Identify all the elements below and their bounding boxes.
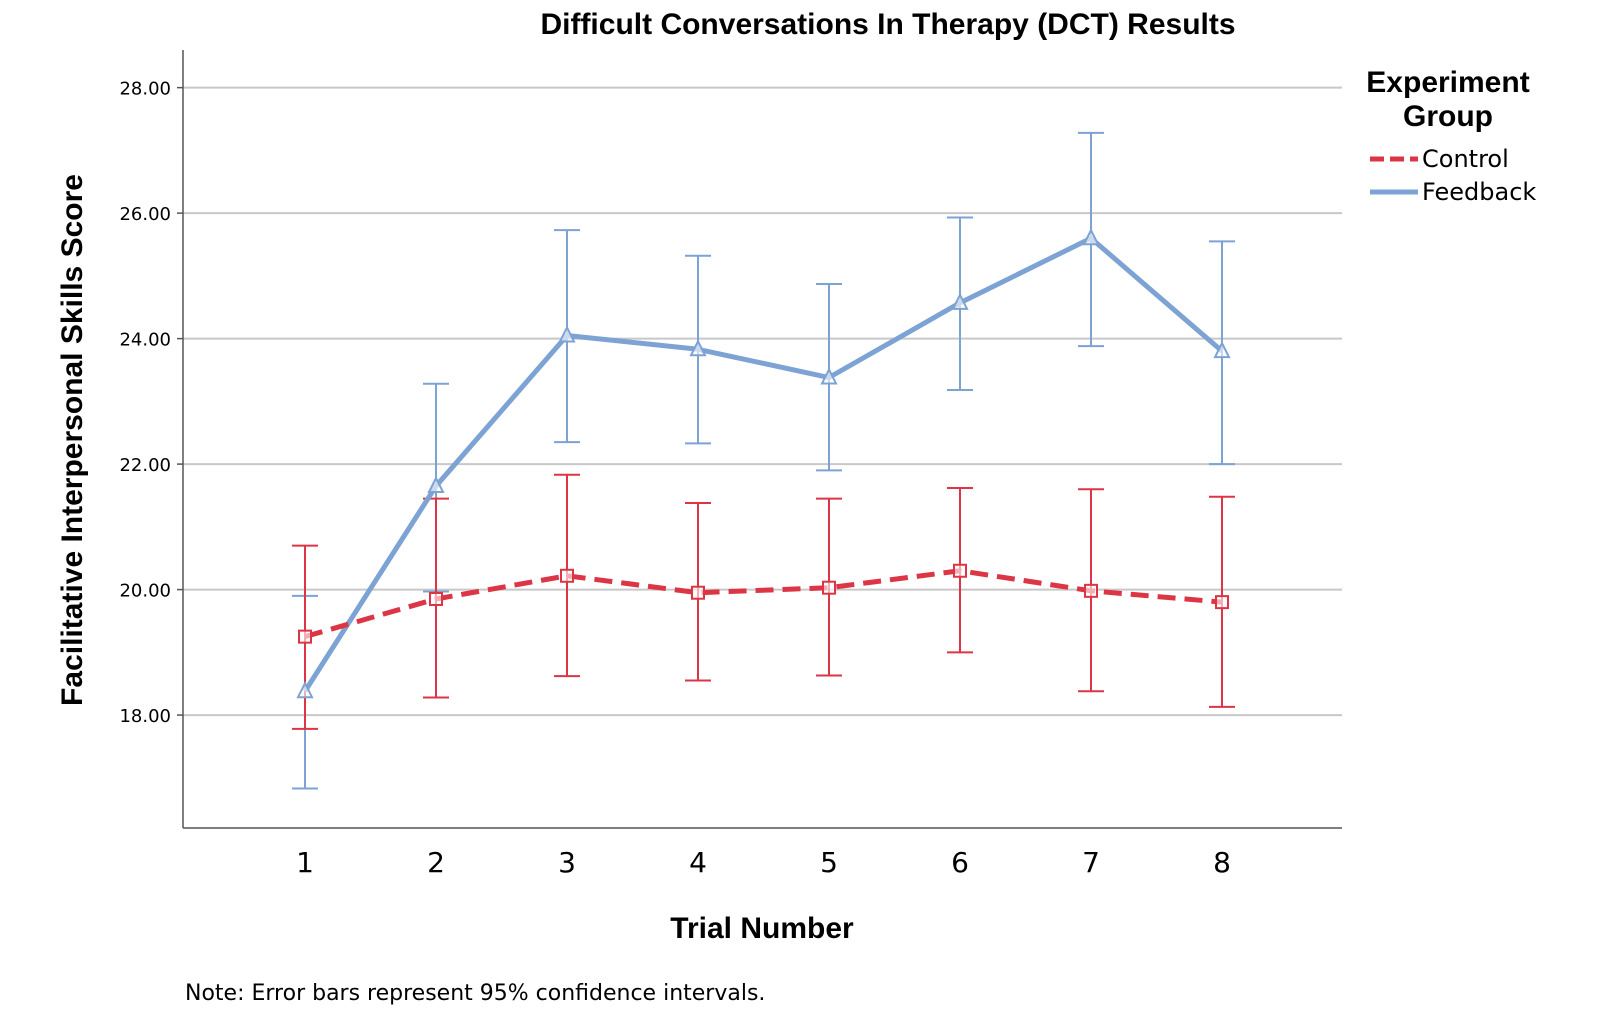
legend-label-control: Control (1422, 145, 1509, 173)
marker-point-7 (1213, 340, 1231, 359)
markers-feedback (296, 227, 1231, 699)
marker-point-4 (822, 580, 836, 595)
x-tick-label-1: 2 (427, 846, 445, 879)
marker-point-4 (820, 367, 838, 385)
axes (182, 50, 1342, 829)
x-tick-labels: 1 2 3 4 5 6 7 8 (296, 846, 1231, 879)
chart-note: Note: Error bars represent 95% confidenc… (185, 981, 765, 1006)
y-tick-label-2: 22.00 (119, 455, 171, 476)
marker-point-1 (429, 591, 443, 606)
marker-point-6 (1082, 227, 1100, 246)
y-tick-label-1: 20.00 (119, 581, 171, 602)
marker-point-3 (691, 585, 705, 600)
legend-title-line1: Experiment (1366, 66, 1529, 99)
marker-point-2 (558, 325, 576, 343)
x-tick-label-3: 4 (689, 846, 707, 879)
chart-title: Difficult Conversations In Therapy (DCT)… (540, 8, 1235, 41)
y-tick-labels: 18.00 20.00 22.00 24.00 26.00 28.00 (119, 79, 171, 727)
y-tick-label-3: 24.00 (119, 330, 171, 351)
y-tick-label-0: 18.00 (119, 706, 171, 727)
marker-point-2 (560, 568, 574, 583)
marker-point-5 (953, 563, 967, 578)
markers-control (298, 563, 1229, 644)
x-tick-label-0: 1 (296, 846, 314, 879)
error-bars-feedback (292, 131, 1235, 790)
marker-point-3 (689, 339, 707, 357)
legend-title-line2: Group (1403, 100, 1493, 133)
legend-entries: Control Feedback (1370, 145, 1536, 206)
series-layer (292, 131, 1235, 790)
marker-point-1 (427, 475, 445, 494)
marker-point-0 (298, 629, 312, 644)
legend: Experiment Group Control Feedback (1366, 66, 1536, 206)
x-tick-label-5: 6 (951, 846, 969, 879)
x-tick-label-4: 5 (820, 846, 838, 879)
y-axis-title: Facilitative Interpersonal Skills Score (56, 174, 89, 706)
marker-point-6 (1084, 583, 1098, 598)
legend-label-feedback: Feedback (1422, 178, 1536, 206)
x-tick-label-7: 8 (1213, 846, 1231, 879)
y-tick-label-5: 28.00 (119, 79, 171, 100)
x-tick-label-2: 3 (558, 846, 576, 879)
series-line-feedback (302, 235, 1224, 693)
marker-point-7 (1215, 595, 1229, 610)
series-line-control (304, 568, 1223, 640)
marker-point-0 (296, 680, 314, 699)
x-axis-title: Trial Number (670, 912, 854, 945)
marker-point-5 (951, 292, 969, 310)
y-tick-label-4: 26.00 (119, 204, 171, 225)
x-tick-label-6: 7 (1082, 846, 1100, 879)
